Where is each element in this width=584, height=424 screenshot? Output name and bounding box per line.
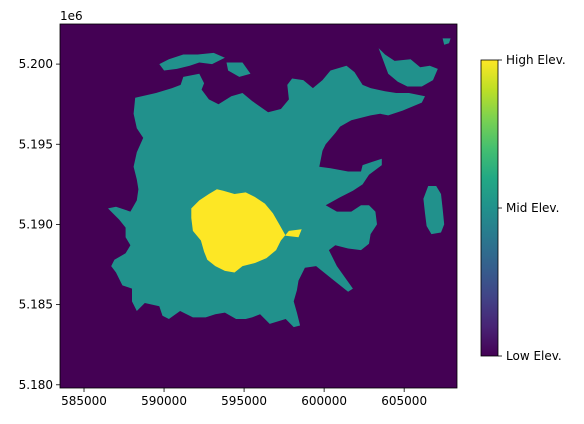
- colorbar: [480, 59, 499, 357]
- mid-elevation-region-0: [108, 65, 425, 328]
- y-axis: 5.180 5.185 5.190 5.195 5.200: [19, 57, 60, 392]
- high-elevation-region-0: [191, 189, 302, 273]
- y-offset-label: 1e6: [60, 9, 83, 23]
- mid-elevation-region-3: [226, 62, 251, 77]
- mid-elevation-region-5: [442, 38, 451, 45]
- y-tick-label: 5.180: [19, 378, 53, 392]
- x-tick-label: 600000: [301, 394, 347, 408]
- colorbar-tick-label: Low Elev.: [506, 349, 562, 363]
- plot-frame: [59, 23, 458, 389]
- mid-elevation-region-4: [378, 48, 438, 87]
- elevation-regions: [108, 38, 451, 328]
- y-tick-label: 5.190: [19, 217, 53, 231]
- y-tick-label: 5.195: [19, 137, 53, 151]
- colorbar-ticks: Low Elev. Mid Elev. High Elev.: [498, 53, 566, 363]
- x-tick-label: 605000: [381, 394, 427, 408]
- colorbar-tick-label: Mid Elev.: [506, 201, 559, 215]
- x-tick-label: 595000: [221, 394, 267, 408]
- x-tick-label: 590000: [141, 394, 187, 408]
- mid-elevation-region-2: [180, 73, 205, 105]
- x-tick-label: 585000: [61, 394, 107, 408]
- mid-elevation-region-1: [159, 52, 225, 71]
- y-tick-label: 5.200: [19, 57, 53, 71]
- x-axis: 585000 590000 595000 600000 605000: [61, 388, 427, 408]
- y-tick-label: 5.185: [19, 298, 53, 312]
- colorbar-tick-label: High Elev.: [506, 53, 566, 67]
- mid-elevation-region-6: [423, 186, 445, 235]
